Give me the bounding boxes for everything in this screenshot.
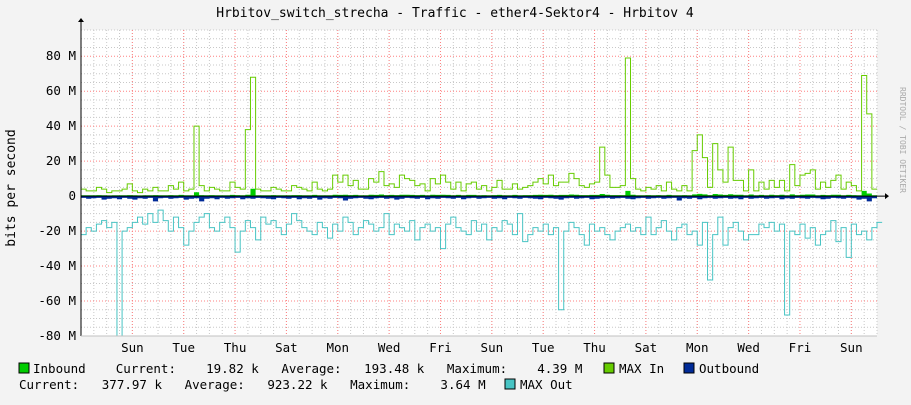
y-tick-label: -80 M — [38, 328, 76, 343]
x-tick-label: Sun — [121, 340, 144, 355]
legend-inbound-stats: Inbound Current: 19.82 k Average: 193.48… — [33, 361, 582, 376]
x-axis-arrow — [885, 193, 889, 200]
x-tick-label: Tue — [172, 340, 195, 355]
legend: Inbound Current: 19.82 k Average: 193.48… — [18, 361, 759, 392]
rrdtool-watermark: RRDTOOL / TOBI OETIKER — [898, 87, 907, 193]
y-tick-label: -40 M — [38, 258, 76, 273]
x-tick-label: Thu — [583, 340, 606, 355]
legend-swatch-max-in — [603, 362, 615, 374]
x-tick-label: Sat — [275, 340, 298, 355]
legend-swatch-outbound — [683, 362, 695, 374]
legend-max-out: MAX Out — [520, 377, 573, 392]
y-tick-label: 0 — [68, 188, 76, 203]
x-tick-label: Mon — [686, 340, 709, 355]
x-tick-label: Fri — [429, 340, 452, 355]
legend-swatch-inbound — [18, 362, 30, 374]
x-tick-label: Wed — [737, 340, 760, 355]
series-max-out-line — [81, 209, 883, 337]
x-tick-label: Fri — [789, 340, 812, 355]
y-tick-label: -20 M — [38, 223, 76, 238]
x-tick-label: Wed — [378, 340, 401, 355]
legend-max-in: MAX In — [619, 361, 664, 376]
series-inbound-area — [81, 188, 877, 197]
x-tick-label: Mon — [326, 340, 349, 355]
x-tick-label: Thu — [224, 340, 247, 355]
legend-outbound-stats: Current: 377.97 k Average: 923.22 k Maxi… — [19, 377, 486, 392]
x-tick-label: Sun — [481, 340, 504, 355]
grid — [80, 29, 878, 337]
x-tick-label: Sun — [840, 340, 863, 355]
x-tick-label: Sat — [635, 340, 658, 355]
legend-swatch-max-out — [504, 378, 516, 390]
y-tick-label: 60 M — [46, 83, 76, 98]
y-axis-arrow — [78, 18, 84, 22]
y-tick-label: 40 M — [46, 118, 76, 133]
y-tick-label: 80 M — [46, 48, 76, 63]
axes: 80 M 60 M 40 M 20 M 0 -20 M -40 M -60 M -80 M Sun… — [38, 18, 889, 355]
y-axis-label: bits per second — [4, 129, 19, 246]
series-layer — [81, 57, 883, 337]
x-tick-label: Tue — [532, 340, 555, 355]
y-tick-label: 20 M — [46, 153, 76, 168]
series-outbound-area — [81, 196, 877, 202]
series-max-in-line — [81, 57, 877, 194]
legend-outbound: Outbound — [699, 361, 759, 376]
y-tick-label: -60 M — [38, 293, 76, 308]
chart-title: Hrbitov_switch_strecha - Traffic - ether… — [216, 6, 694, 21]
